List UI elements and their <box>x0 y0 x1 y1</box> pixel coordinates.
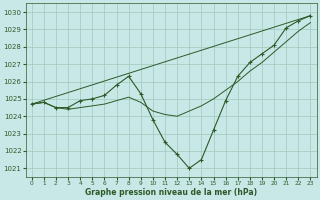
X-axis label: Graphe pression niveau de la mer (hPa): Graphe pression niveau de la mer (hPa) <box>85 188 257 197</box>
